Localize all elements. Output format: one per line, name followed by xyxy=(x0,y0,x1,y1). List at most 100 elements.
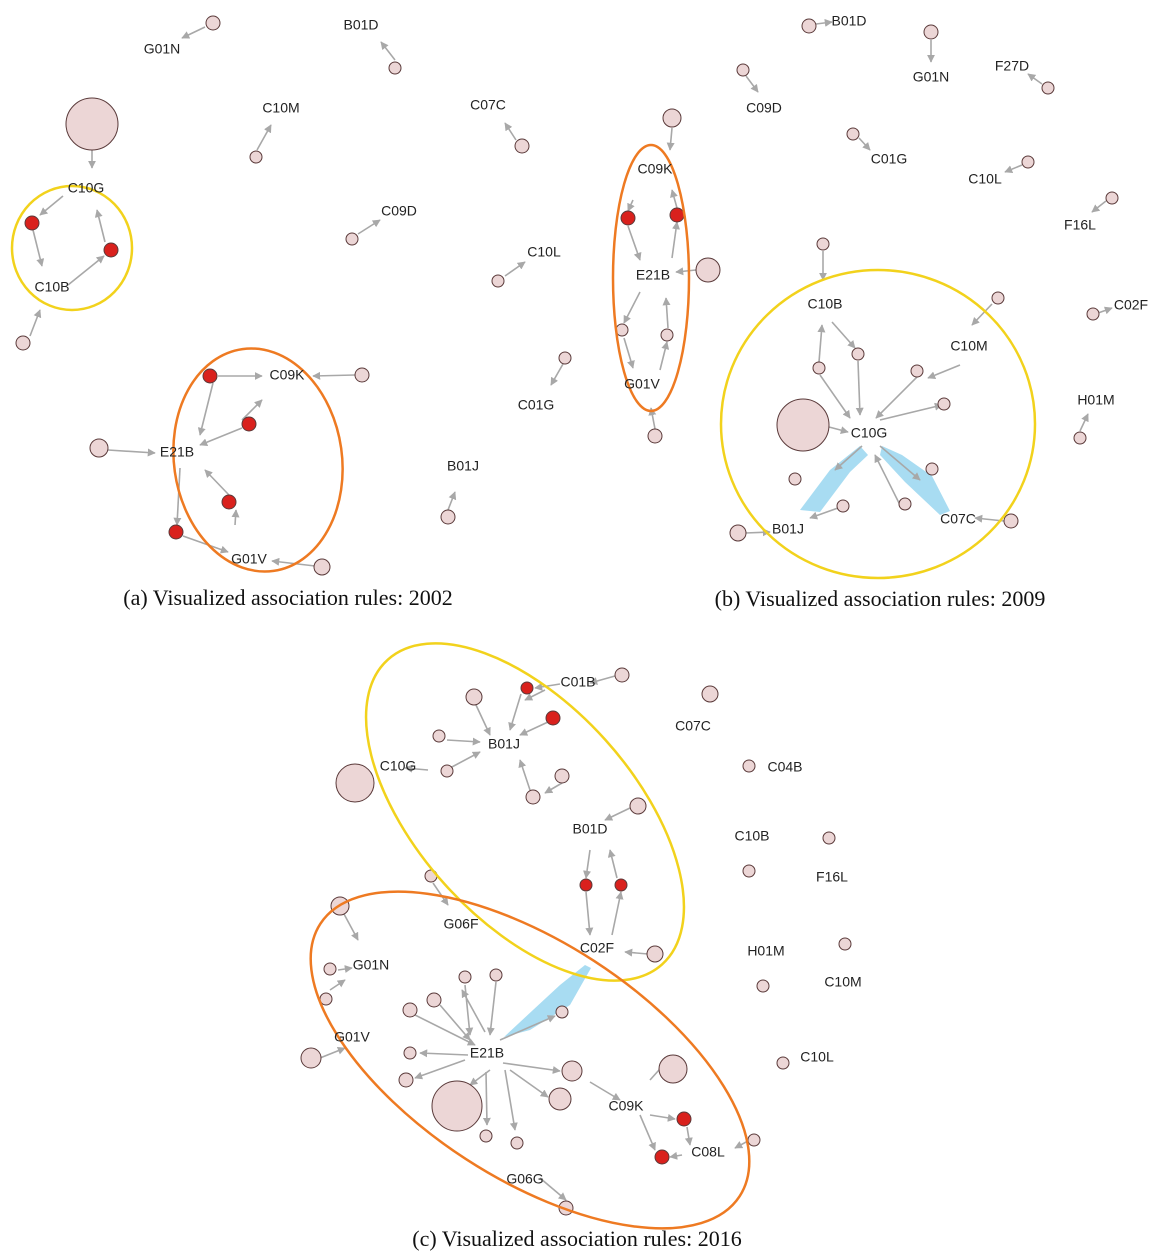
node-label: C10G xyxy=(380,758,417,774)
node-label: G01N xyxy=(144,41,181,57)
node xyxy=(910,364,924,378)
edge xyxy=(855,360,864,416)
edge xyxy=(544,782,563,794)
node xyxy=(816,237,830,251)
edge xyxy=(107,448,156,457)
edge xyxy=(671,221,680,259)
edge xyxy=(312,371,356,380)
edge xyxy=(534,682,561,691)
node xyxy=(432,729,446,743)
hull xyxy=(504,965,591,1037)
node xyxy=(729,524,747,542)
edge xyxy=(439,1004,471,1041)
edge xyxy=(197,382,214,436)
node xyxy=(991,291,1005,305)
node xyxy=(491,274,505,288)
edge xyxy=(524,689,546,701)
node-label: E21B xyxy=(470,1045,504,1061)
edge xyxy=(337,965,353,973)
node xyxy=(662,108,682,128)
edge xyxy=(611,891,624,936)
node-label: C10B xyxy=(34,279,69,295)
edge xyxy=(745,75,759,93)
edge xyxy=(1027,73,1043,85)
node xyxy=(221,494,237,510)
node xyxy=(24,215,40,231)
edge xyxy=(432,882,449,906)
node-label: C07C xyxy=(940,511,976,527)
node xyxy=(65,97,119,151)
edge xyxy=(627,225,642,261)
node xyxy=(579,878,593,892)
node xyxy=(345,232,359,246)
labels: G01N B01D C10M C07C C10G C09D C10L C10B C09K E21B… xyxy=(34,13,1148,1251)
edge xyxy=(94,209,106,243)
node-label: B01J xyxy=(447,458,479,474)
edge xyxy=(357,219,381,235)
edge xyxy=(486,981,497,1036)
node xyxy=(403,1046,417,1060)
cluster-ellipse xyxy=(611,143,691,413)
node xyxy=(801,18,817,34)
edge xyxy=(504,122,517,141)
edge xyxy=(639,1114,656,1151)
node-label: C10L xyxy=(800,1049,834,1065)
edge xyxy=(1091,200,1107,213)
edge xyxy=(831,321,856,349)
node xyxy=(103,242,119,258)
node xyxy=(458,970,472,984)
clusters xyxy=(10,143,1037,1230)
edge xyxy=(241,399,263,421)
node-label: C08L xyxy=(691,1144,725,1160)
node-label: C10B xyxy=(807,296,842,312)
edge xyxy=(583,849,591,879)
node xyxy=(323,962,337,976)
node xyxy=(1073,431,1087,445)
node xyxy=(525,789,541,805)
edge xyxy=(508,693,522,731)
node xyxy=(561,1060,583,1082)
node-label: C07C xyxy=(470,97,506,113)
node xyxy=(747,1133,761,1147)
node xyxy=(1041,81,1055,95)
edge xyxy=(518,759,531,791)
node xyxy=(925,462,939,476)
edge xyxy=(499,1015,556,1041)
edge xyxy=(504,261,526,277)
node-label: G06G xyxy=(506,1171,543,1187)
node xyxy=(168,524,184,540)
node xyxy=(426,992,442,1008)
node-label: C10G xyxy=(851,425,888,441)
node-label: C01G xyxy=(871,151,908,167)
edge xyxy=(662,297,671,329)
edge xyxy=(874,454,901,506)
cluster-ellipse xyxy=(719,268,1037,580)
node xyxy=(660,328,674,342)
node xyxy=(388,61,402,75)
edge xyxy=(449,751,481,769)
cluster-ellipse xyxy=(309,890,751,1230)
node xyxy=(465,688,483,706)
edge xyxy=(464,984,474,1036)
node xyxy=(1021,155,1035,169)
node xyxy=(812,361,826,375)
edge xyxy=(623,291,641,324)
node xyxy=(658,1054,688,1084)
node xyxy=(614,667,630,683)
node xyxy=(851,347,865,361)
node xyxy=(89,438,109,458)
node-label: B01D xyxy=(572,821,607,837)
node xyxy=(695,257,721,283)
node xyxy=(398,1072,414,1088)
edge xyxy=(199,427,243,447)
node-label: G01V xyxy=(231,551,267,567)
node xyxy=(1003,513,1019,529)
node-label: G01N xyxy=(913,69,950,85)
node xyxy=(510,1136,524,1150)
node xyxy=(1105,191,1119,205)
node-label: B01D xyxy=(831,13,866,29)
edge xyxy=(684,1126,693,1146)
node xyxy=(205,15,221,31)
edge xyxy=(670,189,678,209)
node-label: C09D xyxy=(381,203,417,219)
